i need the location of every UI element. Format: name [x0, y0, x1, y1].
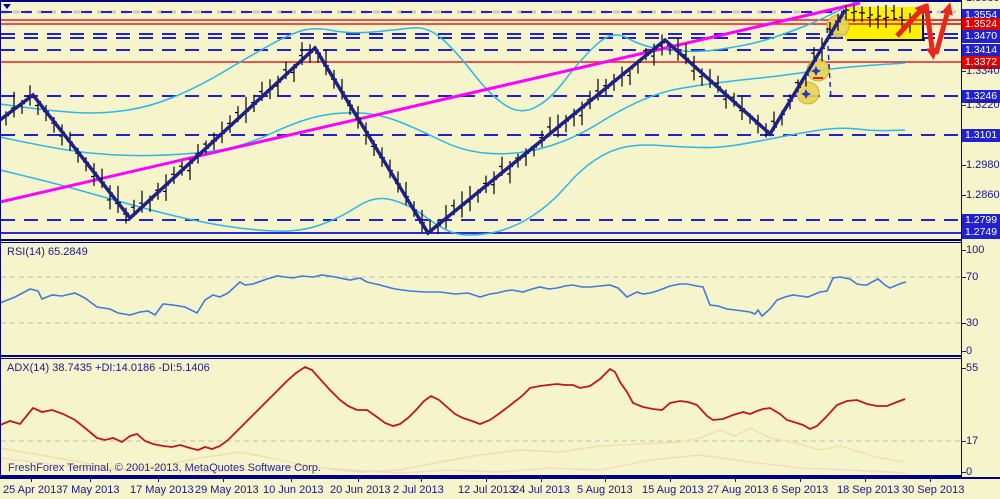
- axis-tick: [962, 351, 966, 352]
- rsi-indicator-panel[interactable]: [0, 242, 962, 357]
- adx-indicator-panel[interactable]: [0, 357, 962, 477]
- red-arrow-shaft-2[interactable]: [933, 13, 950, 55]
- minus-di-line: [0, 454, 906, 474]
- axis-tick: [962, 250, 966, 251]
- date-tick: [486, 479, 487, 482]
- axis-label-55: 55: [966, 362, 979, 374]
- axis-tick: [962, 441, 966, 442]
- zigzag-line[interactable]: [0, 9, 847, 236]
- date-tick: [223, 479, 224, 482]
- axis-tick: [962, 105, 966, 106]
- time-scale[interactable]: 25 Apr 2013 7 May 2013 17 May 2013 29 May 2…: [0, 477, 1000, 499]
- rising-trendline[interactable]: [0, 1, 861, 204]
- axis-tick: [962, 195, 966, 196]
- main-panel-top-border: [0, 0, 962, 2]
- date-label-18-Sep-2013: 18 Sep 2013: [837, 484, 900, 496]
- date-label-10-Jun-2013: 10 Jun 2013: [263, 484, 324, 496]
- price-badge-1.3101: 1.3101: [962, 129, 1000, 142]
- axis-label-100: 100: [966, 244, 985, 256]
- date-label-15-Aug-2013: 15 Aug 2013: [642, 484, 704, 496]
- axis-label-70: 70: [966, 271, 979, 283]
- date-tick: [800, 479, 801, 482]
- rsi-label: RSI(14) 65.2849: [7, 246, 88, 258]
- price-badge-1.3414: 1.3414: [962, 44, 1000, 57]
- terminal-copyright: FreshForex Terminal, © 2001-2013, MetaQu…: [8, 462, 321, 474]
- main-panel-bottom-border: [0, 239, 962, 241]
- date-tick: [541, 479, 542, 482]
- axis-tick: [962, 472, 966, 473]
- adx-panel-bottom-border: [0, 475, 962, 477]
- date-label-12-Jul-2013: 12 Jul 2013: [458, 484, 515, 496]
- red-arrow-head-2: [941, 2, 953, 16]
- plus-di-line: [0, 427, 906, 473]
- axis-tick: [962, 323, 966, 324]
- bollinger-upper-band: [0, 0, 860, 114]
- main-price-chart-panel[interactable]: [0, 0, 962, 242]
- price-badge-1.3246: 1.3246: [962, 90, 1000, 103]
- date-label-17-May-2013: 17 May 2013: [130, 484, 194, 496]
- price-badge-1.3372: 1.3372: [962, 56, 1000, 69]
- date-tick: [930, 479, 931, 482]
- adx-line: [0, 365, 906, 451]
- bollinger-middle-band: [0, 62, 906, 157]
- date-tick: [291, 479, 292, 482]
- date-label-29-May-2013: 29 May 2013: [195, 484, 259, 496]
- window-left-border: [0, 0, 1, 477]
- date-label-25-Apr-2013: 25 Apr 2013: [3, 484, 63, 496]
- date-tick: [158, 479, 159, 482]
- bollinger-lower-band: [0, 127, 906, 236]
- date-label-6-Sep-2013: 6 Sep 2013: [772, 484, 829, 496]
- axis-label-1.2980: 1.2980: [966, 159, 1000, 171]
- rsi-panel-top-border: [0, 242, 962, 243]
- axis-label-1.3220: 1.3220: [966, 99, 1000, 111]
- date-label-20-Jun-2013: 20 Jun 2013: [330, 484, 391, 496]
- axis-label-1.2860: 1.2860: [966, 189, 1000, 201]
- price-scale-divider: [961, 0, 962, 477]
- date-tick: [90, 479, 91, 482]
- date-label-2-Jul-2013: 2 Jul 2013: [393, 484, 444, 496]
- scroll-position-marker-icon: [3, 4, 11, 9]
- red-arrow-shaft-0[interactable]: [895, 10, 921, 38]
- ohlc-bars: [3, 5, 913, 234]
- rsi-panel-bottom-border: [0, 355, 962, 357]
- date-label-24-Jul-2013: 24 Jul 2013: [513, 484, 570, 496]
- date-tick: [735, 479, 736, 482]
- axis-label-0: 0: [966, 466, 973, 477]
- price-badge-1.3470: 1.3470: [962, 30, 1000, 43]
- axis-label-30: 30: [966, 317, 979, 329]
- axis-tick: [962, 165, 966, 166]
- date-label-27-Aug-2013: 27 Aug 2013: [707, 484, 769, 496]
- axis-label-17: 17: [966, 435, 979, 447]
- axis-label-0: 0: [966, 345, 973, 357]
- date-tick: [31, 479, 32, 482]
- price-scale[interactable]: 1.35801.35541.35241.34701.34141.33721.33…: [962, 0, 1000, 477]
- price-badge-1.2799: 1.2799: [962, 214, 1000, 227]
- date-tick: [865, 479, 866, 482]
- axis-label-1.3580: 1.3580: [966, 0, 1000, 4]
- date-tick: [358, 479, 359, 482]
- axis-label-1.3340: 1.3340: [966, 65, 1000, 77]
- axis-tick: [962, 71, 966, 72]
- adx-label: ADX(14) 38.7435 +DI:14.0186 -DI:5.1406: [7, 362, 210, 374]
- price-badge-1.2749: 1.2749: [962, 226, 1000, 239]
- date-label-30-Sep-2013: 30 Sep 2013: [902, 484, 965, 496]
- axis-tick: [962, 368, 966, 369]
- axis-tick: [962, 277, 966, 278]
- adx-panel-top-border: [0, 358, 962, 359]
- date-label-5-Aug-2013: 5 Aug 2013: [577, 484, 633, 496]
- star-marker-1: [801, 89, 811, 99]
- date-label-7-May-2013: 7 May 2013: [62, 484, 120, 496]
- star-marker-0: [811, 66, 821, 76]
- date-tick: [421, 479, 422, 482]
- date-tick: [605, 479, 606, 482]
- price-badge-1.3524: 1.3524: [962, 18, 1000, 31]
- red-arrow-shaft-1[interactable]: [923, 3, 935, 49]
- date-tick: [670, 479, 671, 482]
- rsi-line: [0, 274, 907, 318]
